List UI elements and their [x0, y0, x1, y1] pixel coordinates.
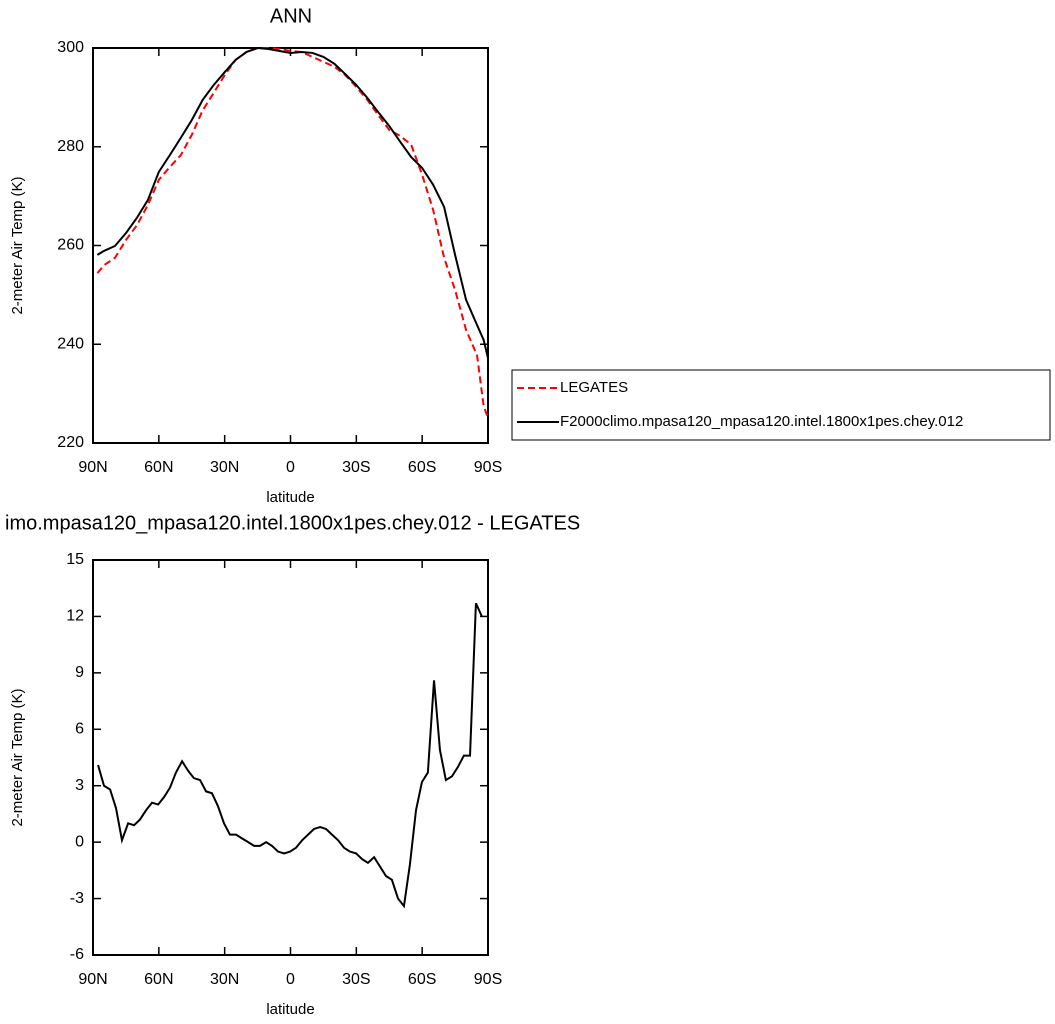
y-tick-label: -3: [70, 890, 84, 907]
y-tick-label: 0: [75, 833, 84, 850]
chart-title: imo.mpasa120_mpasa120.intel.1800x1pes.ch…: [5, 512, 580, 534]
x-tick-label: 30S: [342, 971, 370, 988]
legend-box: [511, 369, 1051, 441]
chart-title: ANN: [270, 5, 312, 27]
y-tick-label: 3: [75, 777, 84, 794]
x-tick-label: 90S: [474, 459, 502, 476]
y-tick-label: 12: [66, 608, 84, 625]
y-tick-label: 300: [57, 39, 84, 56]
y-tick-label: 6: [75, 721, 84, 738]
x-tick-label: 90N: [78, 971, 107, 988]
x-tick-label: 30S: [342, 459, 370, 476]
x-tick-label: 30N: [210, 459, 239, 476]
legend-label: F2000climo.mpasa120_mpasa120.intel.1800x…: [560, 413, 963, 430]
x-tick-label: 60S: [408, 459, 436, 476]
y-tick-label: 9: [75, 664, 84, 681]
x-tick-label: 0: [286, 459, 295, 476]
y-tick-label: 260: [57, 237, 84, 254]
x-axis-label: latitude: [266, 1001, 314, 1018]
y-tick-label: -6: [70, 946, 84, 963]
x-axis-label: latitude: [266, 489, 314, 506]
x-tick-label: 60N: [144, 971, 173, 988]
y-tick-label: 280: [57, 138, 84, 155]
x-tick-label: 60N: [144, 459, 173, 476]
y-axis-label: 2-meter Air Temp (K): [9, 688, 26, 826]
data-line: [97, 602, 483, 909]
x-tick-label: 60S: [408, 971, 436, 988]
x-tick-label: 0: [286, 971, 295, 988]
x-tick-label: 90S: [474, 971, 502, 988]
y-tick-label: 220: [57, 434, 84, 451]
y-tick-label: 240: [57, 335, 84, 352]
x-tick-label: 90N: [78, 459, 107, 476]
x-tick-label: 30N: [210, 971, 239, 988]
y-axis-label: 2-meter Air Temp (K): [9, 176, 26, 314]
data-line: [96, 47, 489, 419]
data-line: [96, 46, 489, 359]
y-tick-label: 15: [66, 551, 84, 568]
plot-frame: [92, 47, 489, 444]
legend-label: LEGATES: [560, 379, 628, 396]
